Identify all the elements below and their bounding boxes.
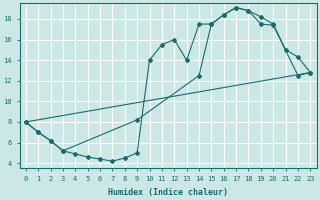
X-axis label: Humidex (Indice chaleur): Humidex (Indice chaleur): [108, 188, 228, 197]
